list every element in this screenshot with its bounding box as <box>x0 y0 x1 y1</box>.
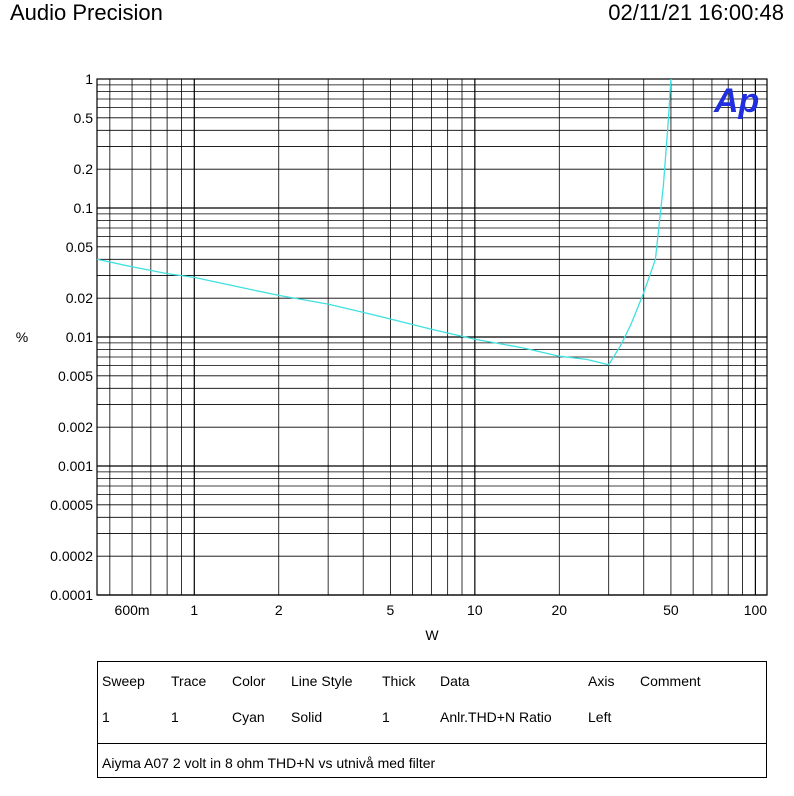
y-tick-label: 0.01 <box>66 329 93 345</box>
legend-table: Sweep Trace Color Line Style Thick Data … <box>97 661 767 778</box>
legend-cell-sweep: 1 <box>102 709 110 725</box>
legend-separator <box>98 743 766 744</box>
y-tick-label: 0.0001 <box>50 587 93 603</box>
legend-header-thick: Thick <box>382 673 416 689</box>
y-tick-label: 0.5 <box>74 110 94 126</box>
app-title: Audio Precision <box>10 0 163 25</box>
grid <box>96 78 768 596</box>
x-tick-label: 600m <box>115 602 150 618</box>
y-tick-label: 0.005 <box>58 368 93 384</box>
timestamp: 02/11/21 16:00:48 <box>608 0 784 25</box>
y-tick-label: 0.001 <box>58 458 93 474</box>
x-tick-label: 10 <box>467 602 483 618</box>
legend-cell-linestyle: Solid <box>291 709 323 725</box>
legend-cell-color: Cyan <box>232 709 265 725</box>
x-tick-label: 1 <box>190 602 198 618</box>
x-tick-label: 2 <box>275 602 283 618</box>
plot-border <box>96 78 768 596</box>
x-tick-label: 100 <box>744 602 768 618</box>
y-axis-label: % <box>16 329 28 345</box>
legend-cell-trace: 1 <box>171 709 179 725</box>
series-layer <box>96 78 672 366</box>
ap-logo: Ap <box>713 82 759 120</box>
legend-header-data: Data <box>440 673 470 689</box>
series-line-thd <box>96 78 672 366</box>
y-tick-label: 0.0005 <box>50 497 93 513</box>
x-tick-label: 5 <box>386 602 394 618</box>
legend-header-comment: Comment <box>640 673 701 689</box>
y-tick-label: 0.002 <box>58 419 93 435</box>
legend-header-sweep: Sweep <box>102 673 145 689</box>
x-axis-label: W <box>425 627 439 643</box>
legend-header-trace: Trace <box>171 673 207 689</box>
legend-header-linestyle: Line Style <box>291 673 353 689</box>
y-tick-label: 1 <box>85 71 93 87</box>
x-tick-label: 50 <box>663 602 679 618</box>
legend-header-color: Color <box>232 673 266 689</box>
legend-header-axis: Axis <box>588 673 615 689</box>
y-tick-label: 0.02 <box>66 290 93 306</box>
legend-note: Aiyma A07 2 volt in 8 ohm THD+N vs utniv… <box>102 755 436 771</box>
y-tick-label: 0.0002 <box>50 548 93 564</box>
y-tick-label: 0.2 <box>74 161 94 177</box>
x-tick-labels: 600m 1 2 5 10 20 50 100 <box>115 602 768 618</box>
legend-cell-axis: Left <box>588 709 612 725</box>
x-tick-label: 20 <box>552 602 568 618</box>
thd-chart: 600m 1 2 5 10 20 50 100 1 0.5 0.2 0.1 0.05 0.02 0.01 0… <box>16 71 768 643</box>
y-tick-label: 0.05 <box>66 239 93 255</box>
y-tick-label: 0.1 <box>74 200 94 216</box>
y-tick-labels: 1 0.5 0.2 0.1 0.05 0.02 0.01 0.005 0.002 0.001 0.0… <box>50 71 93 603</box>
legend-cell-thick: 1 <box>382 709 390 725</box>
legend-cell-data: Anlr.THD+N Ratio <box>440 709 552 725</box>
